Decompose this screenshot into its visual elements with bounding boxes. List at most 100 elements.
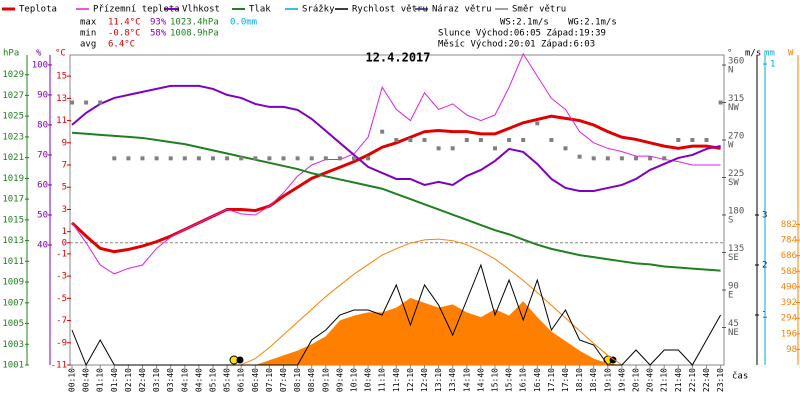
y-tick-label: 1005	[2, 319, 24, 329]
x-tick-label: 08:10	[293, 368, 302, 392]
y-tick-label: 1027	[2, 91, 24, 101]
y-tick-name: NE	[728, 328, 739, 338]
direction-marker	[676, 138, 681, 142]
y-tick-label: 40	[37, 240, 48, 250]
direction-marker	[309, 156, 314, 161]
stat-value: 0.0mm	[230, 18, 257, 28]
direction-marker	[154, 156, 159, 161]
x-tick-label: 11:40	[392, 368, 401, 392]
stat-value: 11.4°C	[108, 18, 141, 28]
legend-label: Náraz větru	[432, 5, 492, 15]
y-tick-label: 1029	[2, 70, 24, 80]
direction-marker	[98, 100, 103, 105]
x-tick-label: 22:10	[688, 368, 697, 392]
info-text: Měsíc Východ:20:01 Západ:6:03	[438, 40, 595, 50]
chart-title: 12.4.2017	[365, 51, 430, 65]
direction-marker	[521, 138, 526, 142]
x-tick-label: 10:10	[350, 368, 359, 392]
stat-label: max	[80, 18, 97, 28]
x-axis-label: čas	[732, 371, 748, 382]
y-tick-label: 1009	[2, 278, 24, 288]
direction-marker	[422, 138, 427, 142]
direction-marker	[478, 138, 483, 142]
x-tick-label: 09:40	[335, 368, 344, 392]
x-tick-label: 02:40	[138, 368, 147, 392]
y-tick-label: 1003	[2, 340, 24, 350]
y-tick-label: 1	[770, 60, 775, 70]
x-tick-label: 00:10	[68, 368, 77, 392]
legend-label: Teplota	[19, 5, 57, 15]
y-tick-label: 784	[781, 236, 797, 246]
axis-header: hPa	[3, 49, 19, 59]
y-tick-label: 490	[781, 282, 797, 292]
x-tick-label: 09:10	[321, 368, 330, 392]
y-tick-label: 1025	[2, 112, 24, 122]
y-tick-label: 360	[728, 57, 744, 67]
y-tick-label: 5	[62, 183, 67, 193]
legend-label: Směr větru	[512, 5, 566, 15]
moonset-marker	[236, 356, 244, 364]
stat-label: min	[80, 29, 96, 39]
x-tick-label: 05:10	[209, 368, 218, 392]
direction-marker	[648, 156, 653, 161]
y-tick-label: 45	[728, 319, 739, 329]
y-tick-label: 1017	[2, 195, 24, 205]
x-tick-label: 13:40	[448, 368, 457, 392]
y-tick-label: 294	[781, 314, 797, 324]
x-tick-label: 02:10	[124, 368, 133, 392]
x-tick-label: 11:10	[378, 368, 387, 392]
direction-marker	[535, 121, 540, 126]
direction-marker	[70, 100, 74, 105]
info-text: WS:2.1m/s	[500, 18, 549, 28]
direction-marker	[507, 138, 512, 142]
direction-marker	[436, 146, 441, 151]
x-tick-label: 21:40	[674, 368, 683, 392]
direction-marker	[323, 156, 328, 161]
x-tick-label: 21:10	[660, 368, 669, 392]
direction-marker	[591, 156, 596, 161]
direction-marker	[718, 100, 723, 105]
x-tick-label: 17:40	[561, 368, 570, 392]
y-tick-label: 588	[781, 267, 797, 277]
direction-marker	[182, 156, 187, 161]
axis-header: °	[727, 49, 732, 59]
x-tick-label: 01:10	[96, 368, 105, 392]
y-tick-label: 3	[62, 205, 67, 215]
direction-marker	[337, 156, 342, 161]
y-tick-label: 80	[37, 120, 48, 130]
info-text: Slunce Východ:06:05 Západ:19:39	[438, 29, 606, 39]
stat-label: avg	[80, 40, 96, 50]
x-tick-label: 13:10	[434, 368, 443, 392]
y-tick-label: 1021	[2, 153, 24, 163]
y-tick-label: 11	[56, 116, 67, 126]
axis-header: %	[36, 49, 42, 59]
y-tick-label: 135	[728, 244, 744, 254]
x-tick-label: 14:10	[462, 368, 471, 392]
direction-marker	[211, 156, 215, 161]
stat-value: -0.8°C	[108, 29, 141, 39]
stat-value: 1023.4hPa	[170, 18, 219, 28]
y-tick-label: 98	[786, 345, 797, 355]
x-tick-label: 14:40	[476, 368, 485, 392]
x-tick-label: 04:40	[194, 368, 203, 392]
x-tick-label: 15:40	[505, 368, 514, 392]
y-tick-name: W	[728, 141, 734, 151]
x-tick-label: 16:40	[533, 368, 542, 392]
direction-marker	[577, 154, 582, 159]
y-tick-label: 225	[728, 169, 744, 179]
y-tick-label: 1001	[2, 361, 24, 371]
series-line	[241, 238, 623, 366]
x-tick-label: 16:10	[519, 368, 528, 392]
y-tick-label: 1013	[2, 236, 24, 246]
legend-label: Vlhkost	[182, 5, 220, 15]
x-tick-label: 06:40	[251, 368, 260, 392]
y-tick-label: 13	[56, 94, 67, 104]
x-tick-label: 19:10	[603, 368, 612, 392]
direction-marker	[168, 156, 173, 161]
x-tick-label: 01:40	[110, 368, 119, 392]
x-tick-label: 05:40	[223, 368, 232, 392]
x-tick-label: 04:10	[180, 368, 189, 392]
x-tick-label: 23:10	[716, 368, 725, 392]
y-tick-label: 0	[62, 238, 67, 248]
